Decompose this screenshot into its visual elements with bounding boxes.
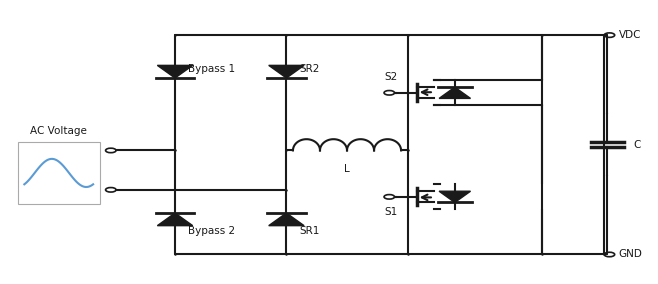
Polygon shape (439, 191, 470, 202)
Text: SR1: SR1 (299, 225, 320, 236)
Text: Bypass 2: Bypass 2 (188, 225, 236, 236)
Text: Bypass 1: Bypass 1 (188, 64, 236, 74)
Polygon shape (157, 213, 193, 226)
Polygon shape (157, 65, 193, 78)
Bar (18, 142, 99, 204)
Polygon shape (268, 65, 304, 78)
Polygon shape (268, 213, 304, 226)
Text: S2: S2 (385, 72, 398, 82)
Text: C: C (634, 140, 641, 150)
Polygon shape (439, 87, 470, 99)
Text: S1: S1 (385, 207, 398, 217)
Text: L: L (344, 164, 350, 174)
Text: GND: GND (619, 249, 642, 260)
Text: AC Voltage: AC Voltage (30, 126, 87, 136)
Text: SR2: SR2 (299, 64, 320, 74)
Text: VDC: VDC (619, 30, 641, 40)
